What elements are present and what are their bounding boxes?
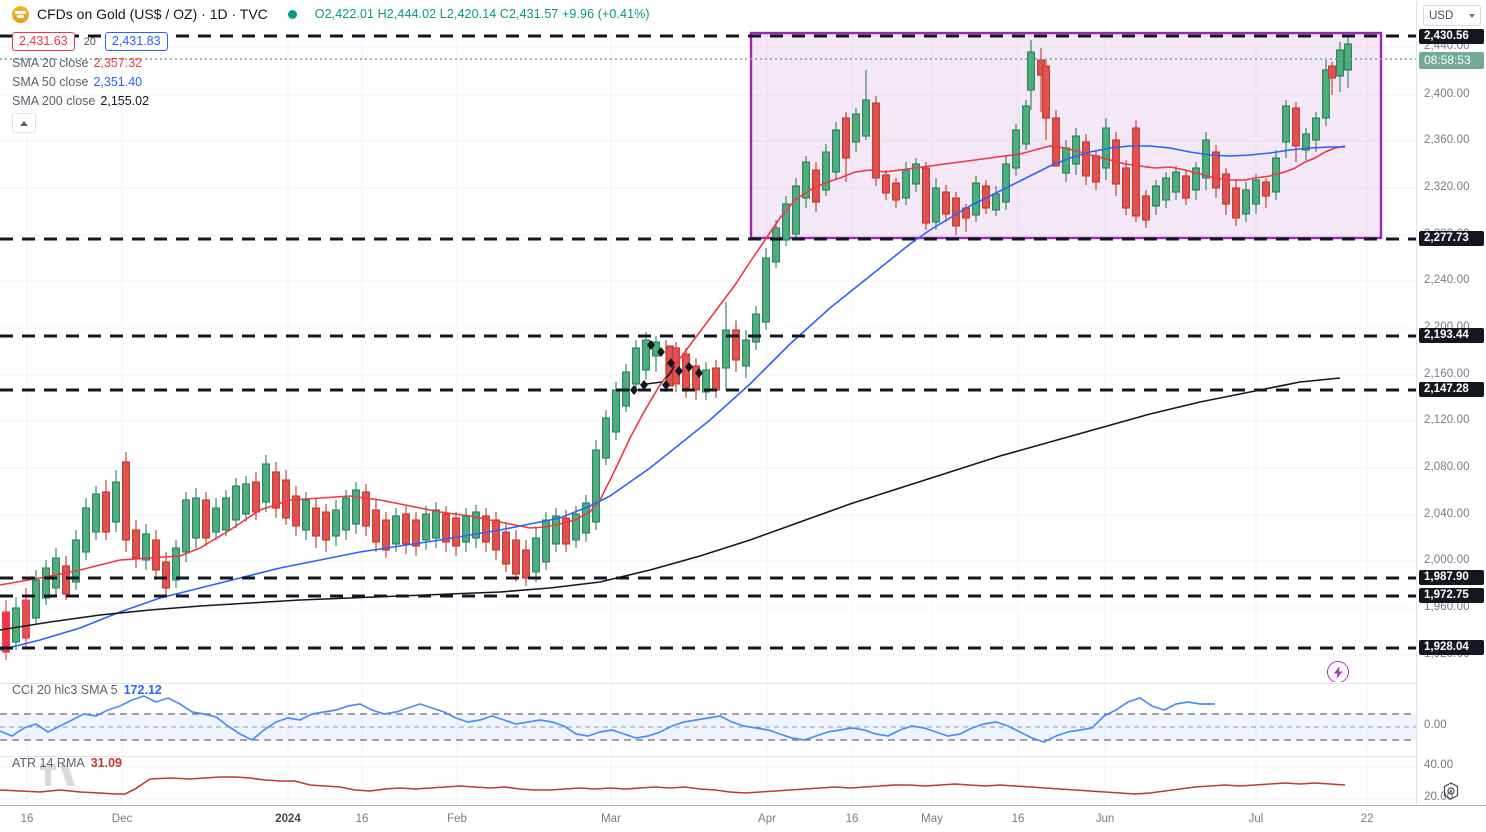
gold-bar-icon [12, 5, 29, 23]
horizontal-gridlines [0, 46, 1416, 656]
time-axis-tick: Jun [1095, 813, 1115, 825]
sma20-value: 2,357.32 [93, 56, 143, 70]
price-chart-svg [0, 0, 1416, 682]
tradingview-watermark [38, 760, 82, 796]
price-level-badge[interactable]: 1,972.75 [1419, 588, 1484, 603]
chevron-down-icon [1469, 13, 1475, 18]
atr-label: ATR 14 RMA [12, 756, 85, 770]
price-axis-tick: 0.00 [1424, 719, 1447, 731]
price-axis-tick: 1,960.00 [1424, 601, 1470, 613]
atr-line [0, 776, 1346, 795]
time-axis[interactable]: 16 Dec 2024 16 Feb Mar Apr 16 May 16 Jun Jul 22 [0, 805, 1486, 832]
time-axis-tick: 16 [20, 813, 34, 825]
horizontal-level-lines [0, 34, 1416, 650]
time-axis-tick: 16 [355, 813, 369, 825]
price-axis-tick: 2,040.00 [1424, 508, 1470, 520]
chart-header: CFDs on Gold (US$ / OZ) · 1D · TVC O2,42… [0, 0, 1416, 28]
price-axis-tick: 2,240.00 [1424, 274, 1470, 286]
lightning-bolt-icon[interactable] [1327, 661, 1349, 682]
price-axis[interactable]: USD 2,440.002,400.002,360.002,320.002,28… [1416, 0, 1486, 805]
market-open-dot [287, 9, 297, 19]
sma20-line [0, 145, 1346, 586]
price-axis-tick: 40.00 [1424, 759, 1454, 771]
sma200-label: SMA 200 close [12, 94, 96, 108]
time-axis-tick: Jul [1248, 813, 1264, 825]
cci-chart-svg [0, 684, 1416, 755]
currency-selector[interactable]: USD [1423, 5, 1481, 26]
sma50-line [0, 145, 1345, 651]
price-axis-tick: 2,360.00 [1424, 134, 1470, 146]
sma200-legend-row[interactable]: SMA 200 close 2,155.02 [12, 94, 168, 108]
atr-indicator-pane[interactable]: ATR 14 RMA 31.09 [0, 756, 1416, 805]
cci-label: CCI 20 hlc3 SMA 5 [12, 683, 118, 697]
atr-chart-svg [0, 757, 1416, 805]
sma20-label: SMA 20 close [12, 56, 89, 70]
price-level-badge[interactable]: 2,193.44 [1419, 328, 1484, 343]
time-axis-tick: 22 [1360, 813, 1374, 825]
atr-legend[interactable]: ATR 14 RMA 31.09 [12, 756, 122, 770]
price-level-badge[interactable]: 1,987.90 [1419, 570, 1484, 585]
atr-value: 31.09 [90, 756, 122, 770]
gear-icon[interactable] [1439, 779, 1463, 803]
sma20-legend-row[interactable]: SMA 20 close 2,357.32 [12, 56, 168, 70]
pattern-annotation [630, 340, 703, 395]
time-axis-tick: 16 [1011, 813, 1025, 825]
price-pills-row: 2,431.63 20 2,431.83 [12, 32, 168, 51]
price-axis-tick: 2,120.00 [1424, 414, 1470, 426]
candlestick-series [2, 36, 1352, 660]
price-level-badge[interactable]: 2,277.73 [1419, 231, 1484, 246]
sma200-value: 2,155.02 [100, 94, 150, 108]
vertical-gridlines [26, 0, 1368, 682]
ohlc-values: O2,422.01 H2,444.02 L2,420.14 C2,431.57 … [314, 7, 650, 21]
price-pill-blue[interactable]: 2,431.83 [104, 32, 168, 51]
indicator-legend: 2,431.63 20 2,431.83 SMA 20 close 2,357.3… [12, 32, 168, 133]
time-axis-tick: Mar [601, 813, 621, 825]
time-axis-tick: Apr [758, 813, 776, 825]
price-pill-red[interactable]: 2,431.63 [12, 32, 75, 51]
price-axis-tick: 20.00 [1424, 791, 1454, 803]
price-axis-tick: 2,160.00 [1424, 368, 1470, 380]
price-axis-tick: 2,080.00 [1424, 461, 1470, 473]
main-price-pane[interactable] [0, 0, 1416, 682]
cci-indicator-pane[interactable]: CCI 20 hlc3 SMA 5 172.12 [0, 683, 1416, 755]
time-axis-tick: 2024 [275, 813, 301, 825]
currency-label: USD [1429, 9, 1454, 22]
chevron-up-icon [20, 120, 28, 126]
sma50-value: 2,351.40 [93, 75, 143, 89]
cci-legend[interactable]: CCI 20 hlc3 SMA 5 172.12 [12, 683, 162, 697]
sma200-line [0, 377, 1341, 631]
time-axis-tick: Dec [111, 813, 133, 825]
countdown-badge: 08:58:53 [1419, 52, 1484, 69]
legend-collapse-button[interactable] [12, 113, 36, 133]
symbol-title[interactable]: CFDs on Gold (US$ / OZ) · 1D · TVC [37, 6, 268, 22]
sma50-label: SMA 50 close [12, 75, 89, 89]
time-axis-tick: May [921, 813, 943, 825]
price-level-badge[interactable]: 1,928.04 [1419, 640, 1484, 655]
sma50-legend-row[interactable]: SMA 50 close 2,351.40 [12, 75, 168, 89]
bar-count-label: 20 [83, 35, 96, 48]
time-axis-tick: Feb [447, 813, 467, 825]
current-price-badge: 2,430.56 [1419, 29, 1484, 44]
price-axis-tick: 2,400.00 [1424, 88, 1470, 100]
time-axis-tick: 16 [845, 813, 859, 825]
price-axis-tick: 2,000.00 [1424, 554, 1470, 566]
cci-line [0, 695, 1215, 743]
price-level-badge[interactable]: 2,147.28 [1419, 382, 1484, 397]
price-axis-tick: 2,320.00 [1424, 181, 1470, 193]
cci-value: 172.12 [123, 683, 162, 697]
